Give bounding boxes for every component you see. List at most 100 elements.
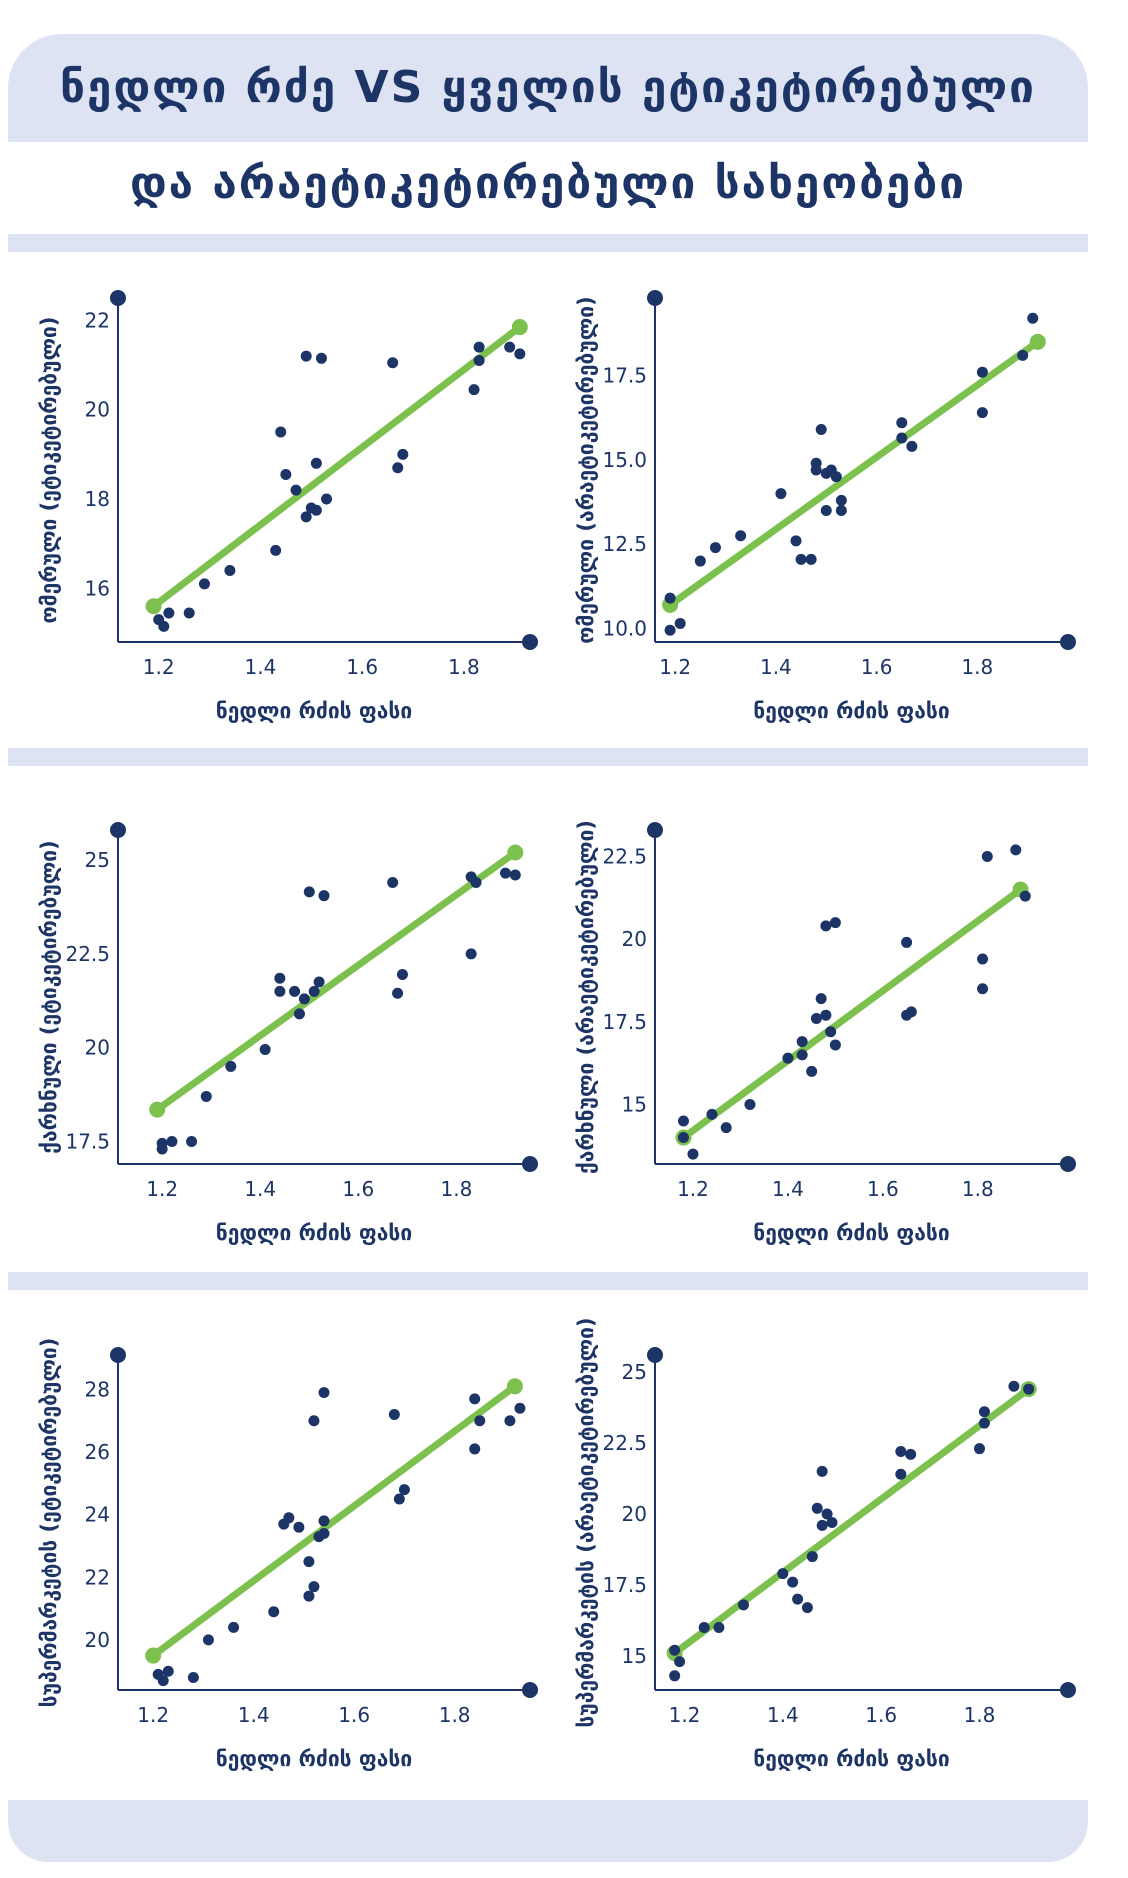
y-tick-label: 22 — [85, 308, 110, 332]
data-point — [158, 620, 170, 632]
data-point — [826, 1517, 838, 1528]
data-point — [820, 504, 832, 516]
y-tick-label: 25 — [622, 1360, 647, 1384]
data-point — [801, 1602, 813, 1614]
x-axis-end-dot — [522, 634, 538, 650]
data-point — [821, 1508, 833, 1520]
y-tick-label: 17.5 — [65, 1129, 110, 1153]
data-point — [806, 1065, 818, 1077]
scatter-chart-3: 1.2 1.4 1.6 1.8 17.5 20 22.5 25 ნედლი რძის ფასი ქ… — [37, 822, 538, 1245]
data-point — [698, 1622, 710, 1634]
data-point — [200, 1090, 212, 1102]
data-point — [303, 1590, 315, 1602]
x-tick-label: 1.8 — [441, 1177, 473, 1201]
data-point — [713, 1622, 725, 1634]
y-tick-label: 20 — [622, 1502, 647, 1526]
divider-middle-1 — [8, 748, 1088, 766]
data-point — [157, 1675, 169, 1687]
data-point — [815, 424, 827, 436]
data-point — [398, 1484, 410, 1496]
data-point — [393, 1493, 405, 1505]
x-tick-label: 1.2 — [143, 655, 175, 679]
data-point — [473, 355, 485, 367]
data-point — [664, 624, 676, 636]
data-point — [499, 867, 511, 879]
data-point — [706, 1108, 718, 1120]
data-point — [901, 936, 913, 948]
data-point — [465, 948, 477, 960]
data-point — [829, 1039, 841, 1051]
data-point — [810, 464, 822, 476]
data-point — [1027, 312, 1039, 324]
x-tick-label: 1.2 — [677, 1177, 709, 1201]
x-axis-title: ნედლი რძის ფასი — [753, 1747, 949, 1771]
title-band — [8, 34, 1088, 142]
data-point — [303, 1556, 315, 1568]
data-point — [514, 1402, 526, 1414]
data-point — [318, 1527, 330, 1539]
scatter-chart-4: 1.2 1.4 1.6 1.8 15 17.5 20 22.5 ნედლი რძის ფასი ქ… — [574, 820, 1076, 1245]
data-point — [978, 1417, 990, 1429]
scatter-chart-6: 1.2 1.4 1.6 1.8 15 17.5 20 22.5 25 ნედლი რძის ფას… — [574, 1317, 1076, 1771]
data-point — [795, 553, 807, 565]
data-point — [280, 468, 292, 480]
data-point — [224, 565, 236, 577]
y-axis-title: ქარხნული (ეტიკეტირებული) — [37, 840, 61, 1153]
y-tick-label: 20 — [85, 1628, 110, 1652]
scatter-chart-2: 1.2 1.4 1.6 1.8 10.0 12.5 15.0 17.5 ნედლი რძის ფ… — [574, 290, 1076, 723]
data-point — [896, 432, 908, 444]
data-point — [720, 1122, 732, 1134]
trend-line — [149, 1382, 519, 1660]
data-point — [895, 1446, 907, 1458]
data-point — [310, 504, 322, 516]
data-point — [815, 993, 827, 1005]
data-point — [274, 985, 286, 997]
data-point — [298, 993, 310, 1005]
data-point — [792, 1593, 804, 1605]
data-point — [509, 869, 521, 881]
y-tick-label: 15 — [622, 1644, 647, 1668]
y-tick-label: 17.5 — [602, 1010, 647, 1034]
x-axis-title: ნედლი რძის ფასი — [753, 699, 949, 723]
data-point — [186, 1135, 198, 1147]
data-point — [790, 535, 802, 547]
data-point — [1019, 890, 1031, 902]
y-tick-label: 26 — [85, 1440, 110, 1464]
data-point — [905, 1448, 917, 1460]
y-tick-label: 22 — [85, 1565, 110, 1589]
x-axis-title: ნედლი რძის ფასი — [216, 699, 412, 723]
data-point — [820, 1009, 832, 1021]
data-point — [303, 886, 315, 898]
x-tick-label: 1.2 — [146, 1177, 178, 1201]
x-tick-label: 1.4 — [245, 655, 277, 679]
y-axis-end-dot — [110, 822, 126, 838]
x-axis-title: ნედლი რძის ფასი — [216, 1221, 412, 1245]
y-tick-label: 15 — [622, 1092, 647, 1116]
y-tick-label: 15.0 — [602, 448, 647, 472]
x-tick-label: 1.6 — [338, 1703, 370, 1727]
y-tick-label: 22.5 — [602, 844, 647, 868]
data-point — [806, 1551, 818, 1563]
data-point — [268, 1606, 280, 1618]
data-point — [318, 890, 330, 902]
data-point — [274, 972, 286, 984]
data-point — [677, 1115, 689, 1127]
data-point — [162, 1665, 174, 1677]
scatter-chart-5: 1.2 1.4 1.6 1.8 20 22 24 26 28 ნედლი რძის ფასი სუპ… — [37, 1338, 538, 1771]
data-point — [820, 920, 832, 932]
x-tick-label: 1.4 — [244, 1177, 276, 1201]
data-point — [974, 1443, 985, 1455]
data-point — [198, 578, 210, 590]
data-point — [387, 357, 399, 369]
data-point — [694, 555, 706, 567]
x-tick-label: 1.8 — [964, 1703, 996, 1727]
data-point — [308, 985, 320, 997]
x-tick-label: 1.6 — [865, 1703, 897, 1727]
data-point — [392, 462, 404, 474]
data-point — [669, 1644, 681, 1656]
data-point — [388, 1408, 400, 1420]
data-point — [981, 850, 993, 862]
data-point — [474, 1415, 486, 1427]
page-subtitle: და არაეტიკეტირებული სახეობები — [129, 158, 967, 209]
